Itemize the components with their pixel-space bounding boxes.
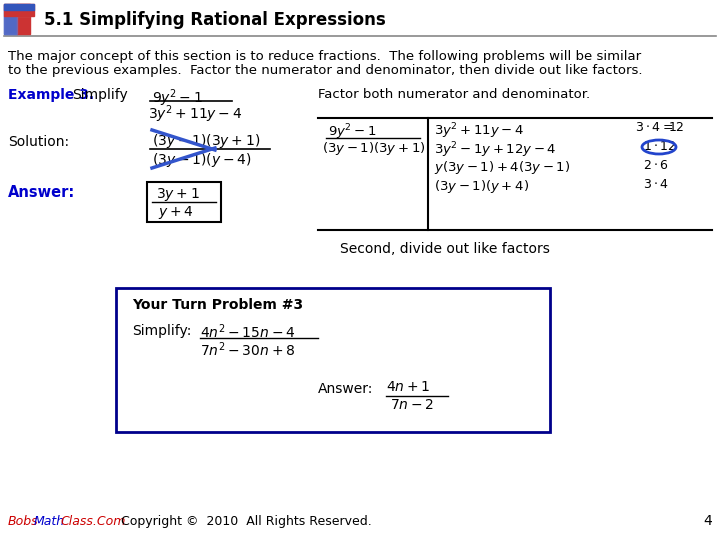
Text: $y+4$: $y+4$	[158, 204, 194, 221]
Text: Second, divide out like factors: Second, divide out like factors	[340, 242, 550, 256]
Text: to the previous examples.  Factor the numerator and denominator, then divide out: to the previous examples. Factor the num…	[8, 64, 642, 77]
Text: $3\cdot4=$: $3\cdot4=$	[635, 121, 673, 134]
Text: $12$: $12$	[668, 121, 685, 134]
Text: $2\cdot6$: $2\cdot6$	[643, 159, 669, 172]
FancyBboxPatch shape	[116, 288, 550, 432]
Text: $3y^2-1y+12y-4$: $3y^2-1y+12y-4$	[434, 140, 557, 160]
Text: Your Turn Problem #3: Your Turn Problem #3	[132, 298, 303, 312]
Bar	[4, 16, 17, 34]
Text: $(3y-1)(3y+1)$: $(3y-1)(3y+1)$	[322, 140, 426, 157]
Text: $3y^2+11y-4$: $3y^2+11y-4$	[148, 103, 242, 125]
Text: $4n+1$: $4n+1$	[386, 380, 431, 394]
Text: Math: Math	[34, 515, 65, 528]
Text: Copyright ©  2010  All Rights Reserved.: Copyright © 2010 All Rights Reserved.	[113, 515, 372, 528]
FancyBboxPatch shape	[147, 182, 221, 222]
Text: Class.Com: Class.Com	[60, 515, 125, 528]
Text: Simplify: Simplify	[72, 88, 127, 102]
Bar	[17, 4, 30, 34]
Bar	[4, 4, 17, 34]
Text: Factor both numerator and denominator.: Factor both numerator and denominator.	[318, 88, 590, 101]
Text: Solution:: Solution:	[8, 135, 69, 149]
Text: 5.1 Simplifying Rational Expressions: 5.1 Simplifying Rational Expressions	[44, 11, 386, 29]
Text: $4n^2-15n-4$: $4n^2-15n-4$	[200, 322, 295, 341]
Text: $9y^2-1$: $9y^2-1$	[152, 87, 203, 109]
Text: The major concept of this section is to reduce fractions.  The following problem: The major concept of this section is to …	[8, 50, 641, 63]
Text: $3y+1$: $3y+1$	[156, 186, 199, 203]
Text: Answer:: Answer:	[318, 382, 374, 396]
Bar	[4, 4, 34, 10]
Text: Simplify:: Simplify:	[132, 324, 192, 338]
Bar	[4, 4, 34, 16]
Text: $(3y-1)(3y+1)$: $(3y-1)(3y+1)$	[152, 132, 260, 150]
Text: $y(3y-1)+4(3y-1)$: $y(3y-1)+4(3y-1)$	[434, 159, 570, 176]
Text: $7n^2-30n+8$: $7n^2-30n+8$	[200, 340, 295, 359]
Text: Answer:: Answer:	[8, 185, 76, 200]
Text: Example 3.: Example 3.	[8, 88, 94, 102]
Text: $3y^2+11y-4$: $3y^2+11y-4$	[434, 121, 524, 140]
Text: $7n-2$: $7n-2$	[390, 398, 434, 412]
Text: $(3y-1)(y-4)$: $(3y-1)(y-4)$	[152, 151, 251, 169]
Text: $3\cdot4$: $3\cdot4$	[643, 178, 669, 191]
Text: $(3y-1)(y+4)$: $(3y-1)(y+4)$	[434, 178, 529, 195]
Text: $1\cdot12$: $1\cdot12$	[643, 140, 676, 153]
Text: 4: 4	[703, 514, 712, 528]
Text: $9y^2-1$: $9y^2-1$	[328, 122, 377, 141]
Bar	[17, 4, 30, 16]
Text: Bobs: Bobs	[8, 515, 39, 528]
